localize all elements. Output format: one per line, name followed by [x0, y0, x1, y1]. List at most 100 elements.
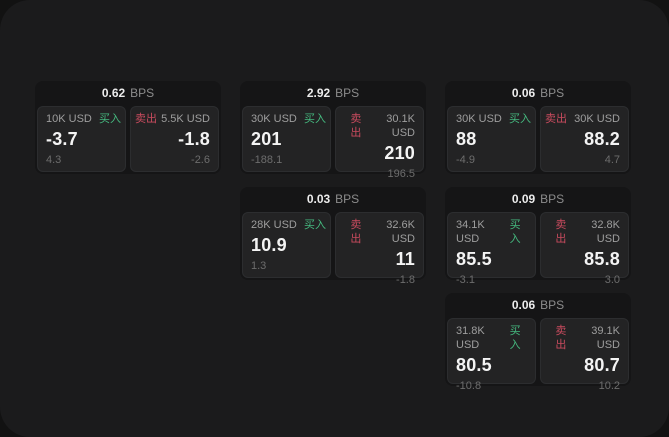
- quote-card: 0.06 BPS 31.8K USD 买入 80.5 -10.8 卖出 39.1…: [445, 293, 631, 392]
- card-body: 30K USD 买入 201 -188.1 卖出 30.1K USD 210 1…: [242, 106, 424, 180]
- sell-side-label: 卖出: [135, 113, 157, 125]
- buy-panel[interactable]: 34.1K USD 买入 85.5 -3.1: [447, 212, 536, 286]
- card-header: 0.03 BPS: [240, 187, 426, 212]
- bps-value: 0.03: [306, 192, 331, 206]
- card-body: 34.1K USD 买入 85.5 -3.1 卖出 32.8K USD 85.8…: [447, 212, 629, 286]
- buy-size: 34.1K USD: [456, 219, 485, 245]
- buy-side-label: 买入: [509, 113, 531, 125]
- sell-panel-top: 卖出 39.1K USD: [545, 324, 620, 352]
- bps-unit-label: BPS: [540, 192, 565, 206]
- sell-delta: 196.5: [387, 168, 415, 180]
- bps-unit-label: BPS: [335, 192, 360, 206]
- card-body: 30K USD 买入 88 -4.9 卖出 30K USD 88.2 4.7: [447, 106, 629, 172]
- bps-value: 0.62: [101, 86, 126, 100]
- sell-side-label: 卖出: [350, 219, 362, 245]
- buy-panel-top: 30K USD 买入: [251, 112, 326, 126]
- sell-panel[interactable]: 卖出 30K USD 88.2 4.7: [540, 106, 629, 172]
- sell-delta: -1.8: [396, 274, 415, 286]
- sell-size: 32.6K USD: [386, 219, 415, 245]
- buy-side-label: 买入: [509, 219, 521, 245]
- card-body: 10K USD 买入 -3.7 4.3 卖出 5.5K USD -1.8 -2.…: [37, 106, 219, 172]
- sell-panel[interactable]: 卖出 32.8K USD 85.8 3.0: [540, 212, 629, 286]
- buy-delta: -188.1: [251, 154, 283, 166]
- buy-panel[interactable]: 28K USD 买入 10.9 1.3: [242, 212, 331, 278]
- quote-card: 0.62 BPS 10K USD 买入 -3.7 4.3 卖出 5.5K USD…: [35, 81, 221, 174]
- sell-size: 39.1K USD: [591, 325, 620, 351]
- buy-panel[interactable]: 31.8K USD 买入 80.5 -10.8: [447, 318, 536, 392]
- sell-delta: 4.7: [604, 154, 620, 166]
- sell-panel-top: 卖出 5.5K USD: [135, 112, 210, 126]
- sell-panel-top: 卖出 30K USD: [545, 112, 620, 126]
- bps-value: 0.06: [511, 86, 536, 100]
- sell-delta: -2.6: [191, 154, 210, 166]
- buy-panel-top: 10K USD 买入: [46, 112, 121, 126]
- card-header: 0.09 BPS: [445, 187, 631, 212]
- bps-value: 2.92: [306, 86, 331, 100]
- buy-size: 31.8K USD: [456, 325, 485, 351]
- sell-price: -1.8: [178, 129, 210, 149]
- card-header: 2.92 BPS: [240, 81, 426, 106]
- buy-panel[interactable]: 10K USD 买入 -3.7 4.3: [37, 106, 126, 172]
- sell-price: 11: [395, 249, 415, 269]
- buy-side-label: 买入: [304, 113, 326, 125]
- buy-panel[interactable]: 30K USD 买入 201 -188.1: [242, 106, 331, 172]
- buy-delta: -3.1: [456, 274, 475, 286]
- sell-price: 85.8: [584, 249, 620, 269]
- sell-delta: 10.2: [598, 380, 620, 392]
- buy-delta: -4.9: [456, 154, 475, 166]
- sell-size: 5.5K USD: [161, 113, 210, 125]
- bps-unit-label: BPS: [130, 86, 155, 100]
- buy-panel-top: 31.8K USD 买入: [456, 324, 531, 352]
- quote-card: 0.06 BPS 30K USD 买入 88 -4.9 卖出 30K USD 8…: [445, 81, 631, 174]
- sell-panel-top: 卖出 30.1K USD: [340, 112, 415, 140]
- bps-unit-label: BPS: [540, 298, 565, 312]
- sell-price: 80.7: [584, 355, 620, 375]
- buy-delta: 1.3: [251, 260, 267, 272]
- quote-card: 0.09 BPS 34.1K USD 买入 85.5 -3.1 卖出 32.8K…: [445, 187, 631, 286]
- sell-size: 30K USD: [574, 113, 620, 125]
- sell-side-label: 卖出: [350, 113, 362, 139]
- buy-side-label: 买入: [99, 113, 121, 125]
- buy-price: -3.7: [46, 129, 78, 149]
- bps-unit-label: BPS: [335, 86, 360, 100]
- buy-size: 10K USD: [46, 113, 92, 125]
- sell-panel[interactable]: 卖出 30.1K USD 210 196.5: [335, 106, 424, 180]
- card-body: 28K USD 买入 10.9 1.3 卖出 32.6K USD 11 -1.8: [242, 212, 424, 286]
- bps-value: 0.06: [511, 298, 536, 312]
- sell-delta: 3.0: [604, 274, 620, 286]
- bps-unit-label: BPS: [540, 86, 565, 100]
- buy-panel[interactable]: 30K USD 买入 88 -4.9: [447, 106, 536, 172]
- sell-side-label: 卖出: [545, 113, 567, 125]
- card-header: 0.06 BPS: [445, 293, 631, 318]
- sell-panel-top: 卖出 32.6K USD: [340, 218, 415, 246]
- buy-price: 88: [456, 129, 477, 149]
- buy-panel-top: 34.1K USD 买入: [456, 218, 531, 246]
- buy-price: 85.5: [456, 249, 492, 269]
- card-body: 31.8K USD 买入 80.5 -10.8 卖出 39.1K USD 80.…: [447, 318, 629, 392]
- quote-card: 2.92 BPS 30K USD 买入 201 -188.1 卖出 30.1K …: [240, 81, 426, 180]
- sell-price: 210: [384, 143, 415, 163]
- buy-panel-top: 30K USD 买入: [456, 112, 531, 126]
- bps-value: 0.09: [511, 192, 536, 206]
- buy-side-label: 买入: [509, 325, 521, 351]
- sell-panel[interactable]: 卖出 32.6K USD 11 -1.8: [335, 212, 424, 286]
- sell-side-label: 卖出: [555, 325, 567, 351]
- buy-price: 10.9: [251, 235, 287, 255]
- buy-price: 80.5: [456, 355, 492, 375]
- buy-size: 30K USD: [251, 113, 297, 125]
- card-header: 0.06 BPS: [445, 81, 631, 106]
- sell-side-label: 卖出: [555, 219, 567, 245]
- sell-panel[interactable]: 卖出 39.1K USD 80.7 10.2: [540, 318, 629, 392]
- sell-size: 32.8K USD: [591, 219, 620, 245]
- buy-price: 201: [251, 129, 282, 149]
- sell-panel[interactable]: 卖出 5.5K USD -1.8 -2.6: [130, 106, 219, 172]
- quote-card: 0.03 BPS 28K USD 买入 10.9 1.3 卖出 32.6K US…: [240, 187, 426, 286]
- buy-delta: 4.3: [46, 154, 62, 166]
- sell-panel-top: 卖出 32.8K USD: [545, 218, 620, 246]
- buy-side-label: 买入: [304, 219, 326, 231]
- buy-size: 28K USD: [251, 219, 297, 231]
- buy-size: 30K USD: [456, 113, 502, 125]
